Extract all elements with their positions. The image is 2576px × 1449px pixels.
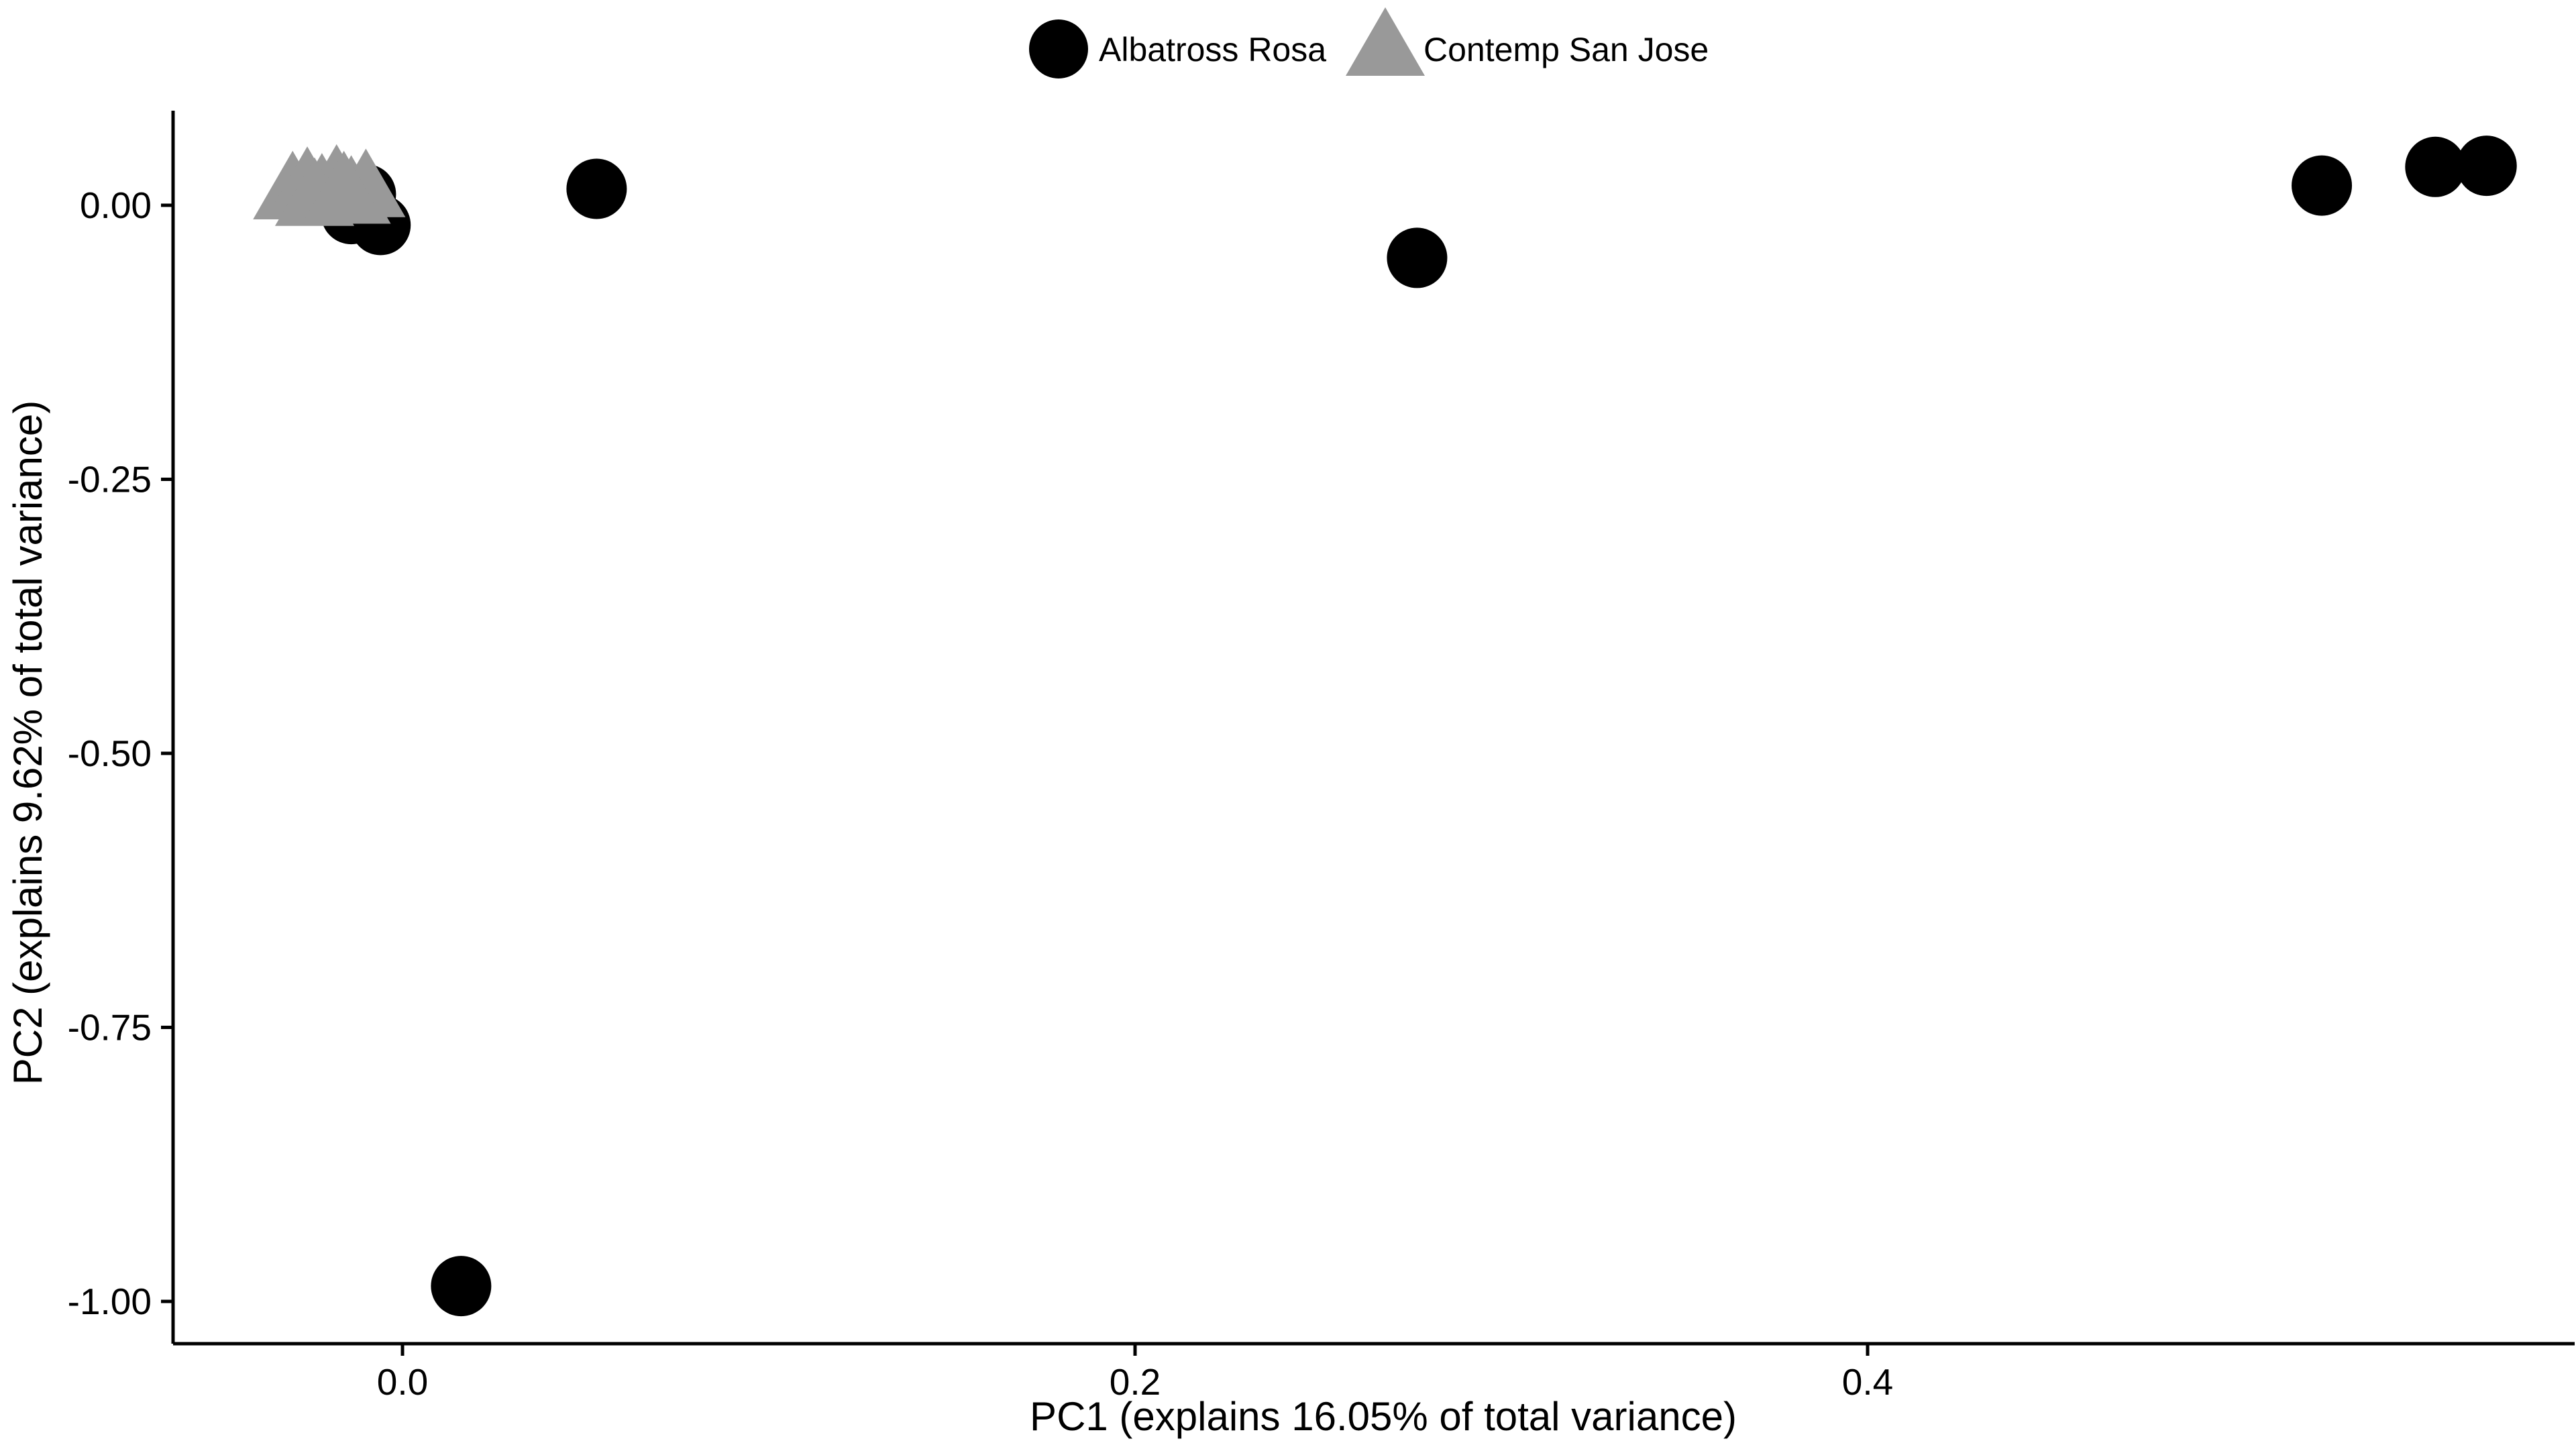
series-contemp-san-jose [253,144,406,226]
legend-label: Albatross Rosa [1099,31,1326,68]
data-point-triangle [304,150,384,219]
x-tick-label: 0.4 [1842,1361,1893,1403]
y-tick-label: 0.00 [80,184,152,226]
x-tick-label: 0.2 [1110,1361,1161,1403]
series-albatross-rosa [321,136,2517,1317]
data-point-circle [431,1256,492,1317]
y-tick-label: -0.50 [68,733,152,774]
plot-area [253,136,2517,1317]
y-tick-label: -1.00 [68,1281,152,1322]
axes: 0.0 0.2 0.4 0.00 -0.25 -0.50 -0.75 -1.00 [68,111,2575,1403]
legend: Albatross Rosa Contemp San Jose [1029,7,1709,78]
x-axis-title: PC1 (explains 16.05% of total variance) [1030,1394,1737,1439]
y-tick-label: -0.25 [68,459,152,500]
x-tick-label: 0.0 [377,1361,428,1403]
legend-marker-triangle [1346,7,1425,76]
data-point-circle [1387,227,1448,288]
data-point-circle [2292,155,2353,216]
y-axis-title: PC2 (explains 9.62% of total variance) [5,400,50,1085]
data-point-circle [2405,136,2466,197]
y-tick-label: -0.75 [68,1007,152,1049]
legend-label: Contemp San Jose [1424,31,1709,68]
legend-marker-circle [1029,19,1088,78]
data-point-circle [2456,136,2517,197]
data-point-circle [566,158,627,219]
